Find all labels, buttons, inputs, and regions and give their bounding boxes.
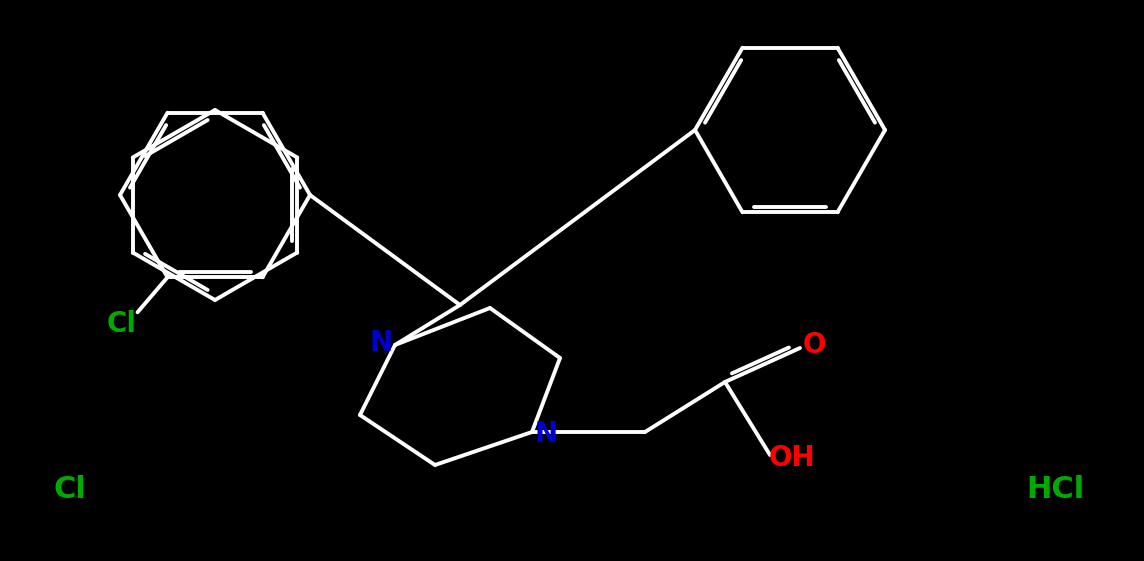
Text: N: N: [534, 420, 557, 448]
Text: HCl: HCl: [1026, 476, 1085, 504]
Text: O: O: [802, 331, 826, 359]
Text: N: N: [370, 329, 392, 357]
Text: Cl: Cl: [106, 310, 136, 338]
Text: OH: OH: [769, 444, 816, 472]
Text: Cl: Cl: [54, 476, 87, 504]
